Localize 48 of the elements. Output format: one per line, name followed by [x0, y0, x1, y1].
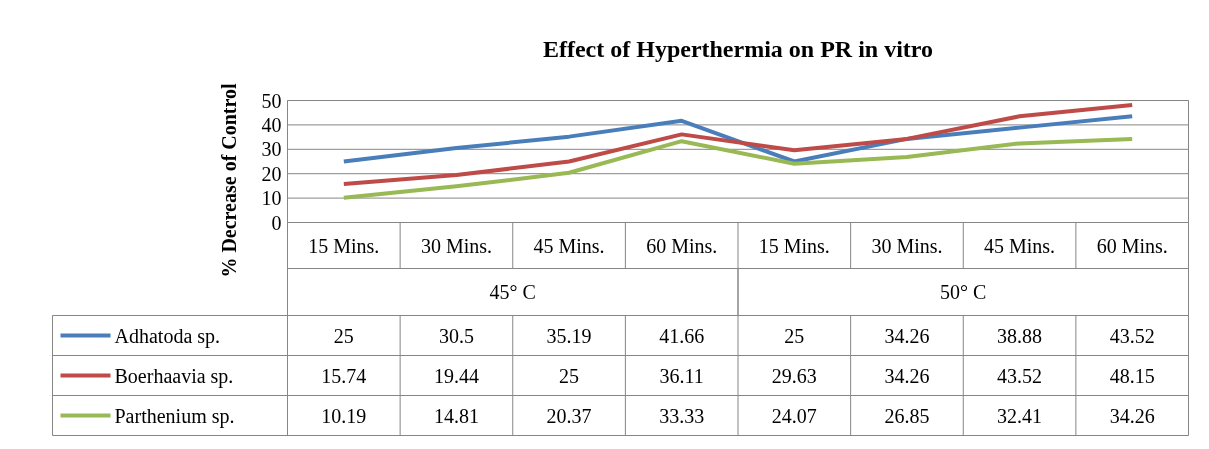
data-label: 14.81: [433, 404, 479, 427]
data-label: 34.26: [1109, 404, 1155, 427]
data-label: 38.88: [997, 324, 1043, 347]
data-label: 33.33: [659, 404, 705, 427]
data-label: 43.52: [1109, 324, 1155, 347]
line-series: [341, 114, 1135, 164]
data-label: 35.19: [546, 324, 592, 347]
data-label: 26.85: [884, 404, 930, 427]
line-series: [341, 103, 1135, 187]
data-label: 19.44: [433, 364, 479, 387]
data-label: 25: [784, 324, 805, 347]
chart-title: Effect of Hyperthermia on PR in vitro: [542, 35, 934, 62]
x-tick-label: 30 Mins.: [871, 234, 943, 257]
y-axis-title: % Decrease of Control: [217, 82, 240, 278]
text: 50° C: [940, 281, 987, 303]
legend-label: Adhatoda sp.: [114, 324, 221, 348]
y-tick-label: 50: [261, 89, 282, 112]
x-tick-label: 45 Mins.: [533, 234, 605, 257]
data-label: 10.19: [321, 404, 367, 427]
data-label: 24.07: [771, 404, 817, 427]
line-series: [341, 136, 1135, 200]
data-label: 20.37: [546, 404, 592, 427]
x-tick-label: 60 Mins.: [646, 234, 718, 257]
data-label: 30.5: [438, 324, 474, 347]
data-label: 32.41: [997, 404, 1043, 427]
data-label: 36.11: [659, 364, 704, 387]
data-label: 25: [333, 324, 354, 347]
data-label: 15.74: [321, 364, 367, 387]
x-tick-label: 60 Mins.: [1096, 234, 1168, 257]
data-label: 41.66: [659, 324, 705, 347]
y-tick-label: 0: [271, 211, 282, 234]
data-label: 48.15: [1109, 364, 1155, 387]
y-tick-label: 40: [261, 113, 282, 136]
data-label: 34.26: [884, 364, 930, 387]
x-tick-label: 30 Mins.: [420, 234, 492, 257]
y-tick-label: 30: [261, 138, 282, 161]
x-tick-label: 45 Mins.: [984, 234, 1056, 257]
legend-label: Parthenium sp.: [114, 404, 235, 428]
y-tick-label: 20: [261, 162, 282, 185]
data-label: 29.63: [771, 364, 817, 387]
data-label: 25: [559, 364, 580, 387]
data-label: 43.52: [997, 364, 1043, 387]
legend-label: Boerhaavia sp.: [114, 364, 234, 388]
x-tick-label: 15 Mins.: [758, 234, 830, 257]
data-label: 34.26: [884, 324, 930, 347]
text: 45° C: [489, 281, 536, 303]
x-tick-label: 15 Mins.: [308, 234, 380, 257]
y-tick-label: 10: [261, 187, 282, 210]
